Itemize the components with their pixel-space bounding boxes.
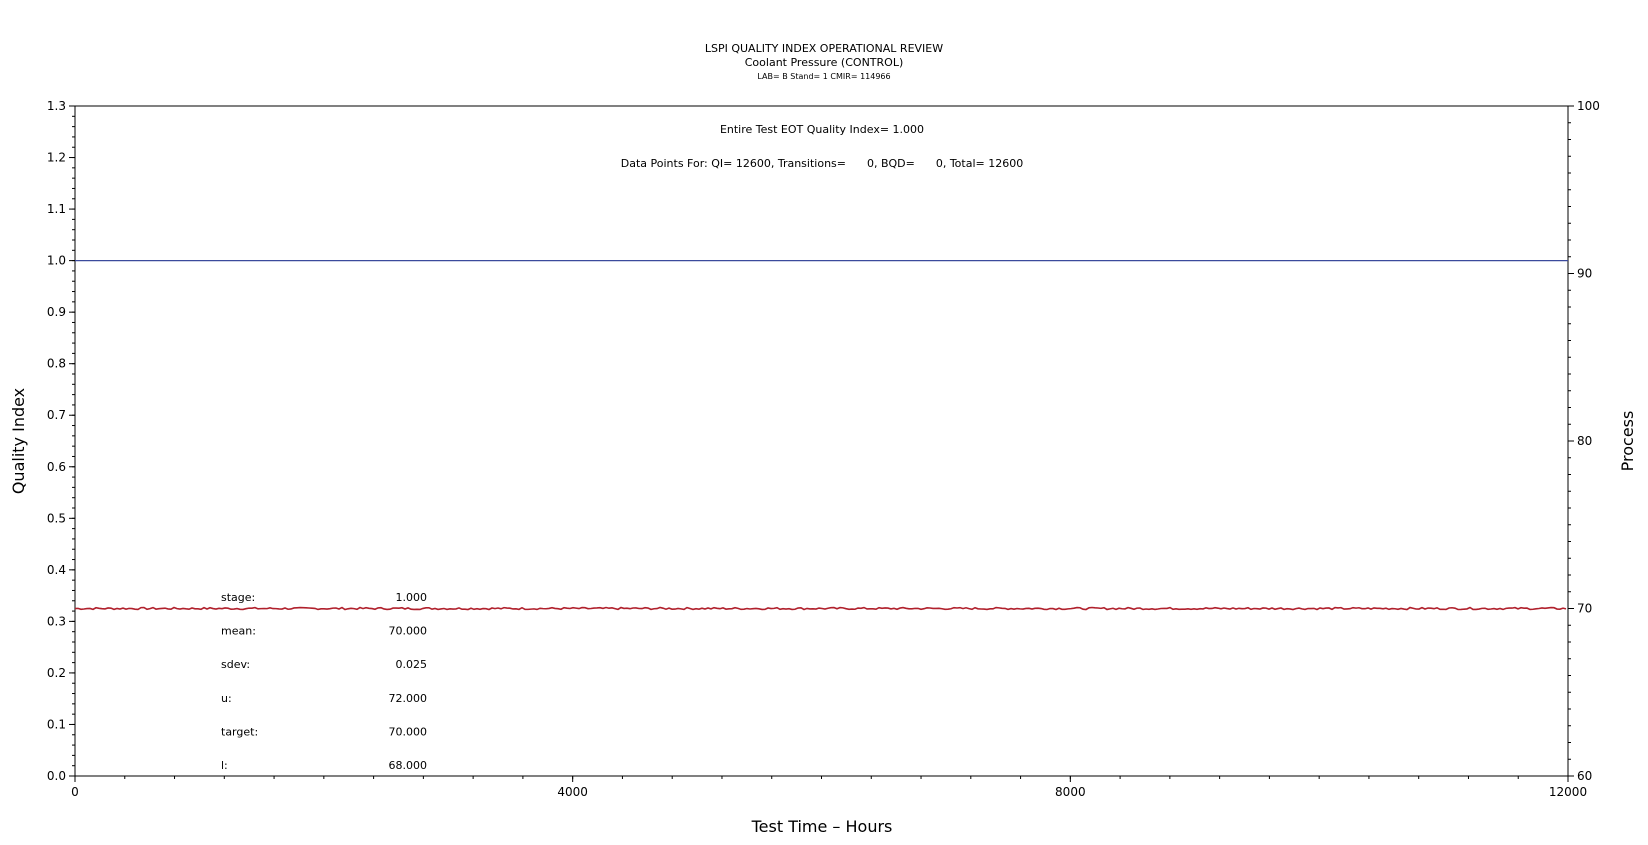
stat-value-3: 72.000 (389, 692, 428, 705)
y-tick-label-13: 1.3 (47, 99, 66, 113)
left-axis: 0.0 0.1 0.2 0.3 0.4 0.5 0.6 0.7 0.8 0.9 1.0 1.1 1.2 1… (47, 99, 75, 783)
x-tick-label-0: 0 (71, 785, 79, 799)
stat-value-5: 68.000 (389, 759, 428, 772)
series-layer (74, 260, 1568, 611)
stat-label-0: stage: (221, 591, 255, 604)
stat-value-1: 70.000 (389, 625, 428, 638)
y-tick-label-3: 0.3 (47, 614, 66, 628)
bottom-axis: 0 4000 8000 12000 (71, 776, 1587, 799)
stat-value-0: 1.000 (396, 591, 428, 604)
y-tick-label-12: 1.2 (47, 151, 66, 165)
y2-tick-label-1: 70 (1577, 602, 1592, 616)
y-tick-label-2: 0.2 (47, 666, 66, 680)
y-tick-label-7: 0.7 (47, 408, 66, 422)
chart-subtitle-lab: LAB= B Stand= 1 CMIR= 114966 (757, 72, 890, 81)
y-tick-label-9: 0.9 (47, 305, 66, 319)
chart-subtitle: Coolant Pressure (CONTROL) (745, 56, 904, 69)
y-tick-label-1: 0.1 (47, 717, 66, 731)
x-axis-title: Test Time – Hours (751, 817, 893, 836)
series-line-1 (74, 606, 1567, 611)
y-tick-label-10: 1.0 (47, 254, 66, 268)
y2-tick-label-4: 100 (1577, 99, 1600, 113)
y2-axis-title: Process (1618, 411, 1637, 472)
stat-label-2: sdev: (221, 658, 250, 671)
eot-quality-index-annotation: Entire Test EOT Quality Index= 1.000 (720, 123, 924, 136)
y2-tick-label-2: 80 (1577, 434, 1592, 448)
stat-value-4: 70.000 (389, 725, 428, 738)
chart-title: LSPI QUALITY INDEX OPERATIONAL REVIEW (705, 42, 943, 55)
x-tick-label-1: 4000 (557, 785, 588, 799)
y-tick-label-11: 1.1 (47, 202, 66, 216)
stat-label-1: mean: (221, 625, 256, 638)
x-tick-label-3: 12000 (1549, 785, 1587, 799)
stat-value-2: 0.025 (396, 658, 428, 671)
y-axis-title: Quality Index (9, 388, 28, 494)
y-tick-label-8: 0.8 (47, 357, 66, 371)
stat-label-3: u: (221, 692, 232, 705)
y-tick-label-0: 0.0 (47, 769, 66, 783)
stats-panel: stage: 1.000 mean: 70.000 sdev: 0.025 u: 72.000… (221, 591, 427, 772)
y2-tick-label-0: 60 (1577, 769, 1592, 783)
plot-frame (74, 105, 1569, 777)
stat-label-5: l: (221, 759, 228, 772)
x-tick-label-2: 8000 (1055, 785, 1086, 799)
y-tick-label-4: 0.4 (47, 563, 66, 577)
y2-tick-label-3: 90 (1577, 267, 1592, 281)
y-tick-label-6: 0.6 (47, 460, 66, 474)
stat-label-4: target: (221, 725, 258, 738)
right-axis: 60 70 80 90 100 (1568, 99, 1600, 783)
data-points-annotation: Data Points For: QI= 12600, Transitions=… (621, 157, 1023, 170)
y-tick-label-5: 0.5 (47, 511, 66, 525)
